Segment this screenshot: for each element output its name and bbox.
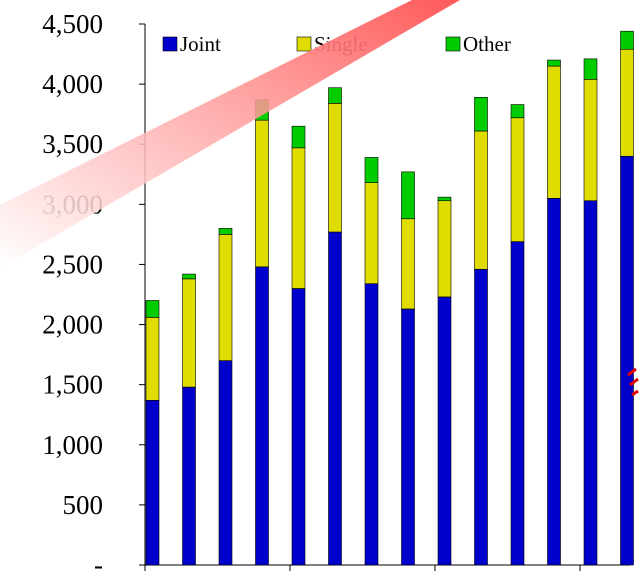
bar-segment-joint [145, 399, 160, 566]
bar-segment-joint [364, 283, 379, 566]
bar-segment-single [364, 182, 379, 284]
bar-segment-single [145, 317, 160, 401]
bar-segment-other [437, 196, 452, 202]
bar-segment-joint [218, 360, 233, 566]
bar-segment-joint [291, 288, 306, 566]
bar-segment-other [510, 104, 525, 119]
bar-segment-single [182, 278, 196, 388]
bar-segment-other [364, 157, 379, 183]
bar-segment-joint [401, 308, 415, 566]
y-tick-label: 4,500 [42, 9, 103, 39]
bar-segment-other [474, 97, 488, 132]
bar-segment-single [510, 117, 525, 242]
legend-label-other: Other [463, 32, 511, 56]
bars-group [145, 30, 634, 566]
watermark-stripe [0, 0, 639, 397]
legend-label-joint: Joint [180, 32, 221, 56]
bar-segment-single [437, 200, 452, 298]
bar-segment-single [328, 103, 342, 233]
y-tick-label: 1,500 [42, 370, 103, 400]
bar-segment-other [182, 273, 196, 280]
y-tick-label: 3,500 [42, 129, 103, 159]
bar-segment-other [218, 228, 233, 235]
y-tick-label: 1,000 [42, 430, 103, 460]
bar-segment-other [291, 125, 306, 149]
y-tick-label: 500 [63, 490, 104, 520]
bar-segment-joint [328, 231, 342, 566]
bar-segment-other [547, 59, 561, 67]
bar-segment-single [291, 147, 306, 289]
y-axis-tick-labels: -5001,0001,5002,0002,5003,0003,5004,0004… [42, 9, 145, 572]
bar-segment-joint [182, 386, 196, 566]
bar-segment-joint [474, 268, 488, 566]
bar-segment-other [328, 87, 342, 104]
bar-segment-single [218, 234, 233, 361]
diagonal-stripe [0, 0, 460, 268]
bar-segment-single [547, 65, 561, 199]
bar-segment-joint [510, 241, 525, 566]
bar-segment-joint [620, 155, 634, 566]
legend-swatch-joint [162, 36, 178, 52]
y-tick-label: 2,000 [42, 310, 103, 340]
bar-segment-other [145, 300, 160, 318]
bar-segment-joint [547, 198, 561, 566]
legend-swatch-single [296, 36, 312, 52]
bar-segment-single [583, 79, 598, 202]
bar-segment-joint [583, 200, 598, 566]
y-tick-label: 2,500 [42, 249, 103, 279]
bar-segment-other [583, 58, 598, 80]
bar-segment-single [401, 218, 415, 310]
bar-segment-single [620, 48, 634, 157]
bar-segment-joint [437, 296, 452, 566]
bar-segment-joint [255, 266, 269, 566]
bar-segment-single [255, 119, 269, 268]
red-scribble-marks [627, 367, 639, 397]
y-tick-label: 4,000 [42, 69, 103, 99]
y-tick-label: - [94, 550, 103, 572]
legend-swatch-other [445, 36, 461, 52]
bar-segment-other [401, 171, 415, 220]
bar-segment-other [620, 30, 634, 50]
bar-segment-single [474, 130, 488, 270]
